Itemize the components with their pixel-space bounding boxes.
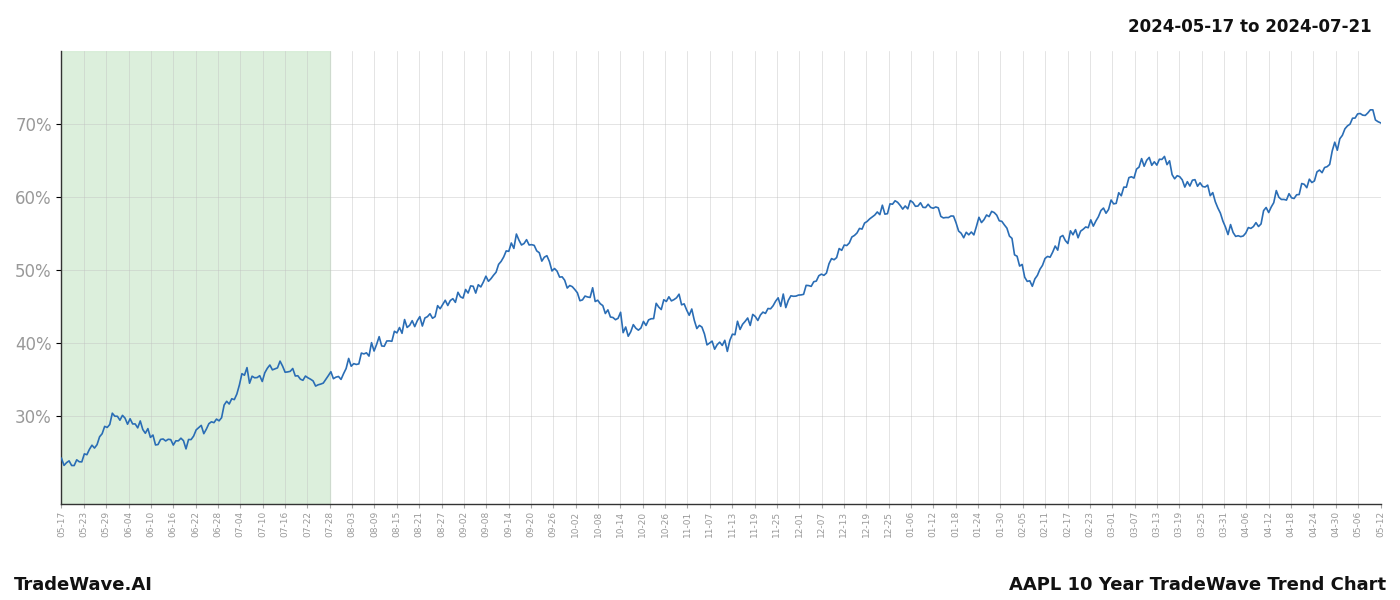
- Text: TradeWave.AI: TradeWave.AI: [14, 576, 153, 594]
- Text: 2024-05-17 to 2024-07-21: 2024-05-17 to 2024-07-21: [1128, 18, 1372, 36]
- Bar: [62, 51, 330, 504]
- Text: AAPL 10 Year TradeWave Trend Chart: AAPL 10 Year TradeWave Trend Chart: [1009, 576, 1386, 594]
